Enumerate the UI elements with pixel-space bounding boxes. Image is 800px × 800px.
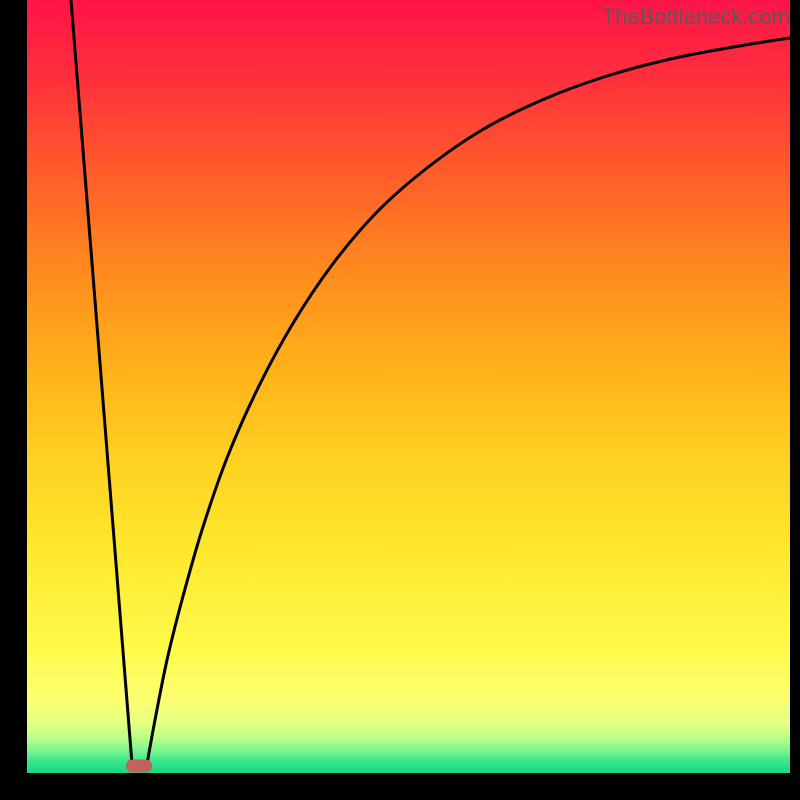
plot-area (27, 0, 790, 773)
chart-container: TheBottleneck.com (0, 0, 800, 800)
optimal-point-marker (126, 760, 152, 773)
bottleneck-curve (27, 0, 790, 773)
watermark-text: TheBottleneck.com (602, 4, 790, 30)
